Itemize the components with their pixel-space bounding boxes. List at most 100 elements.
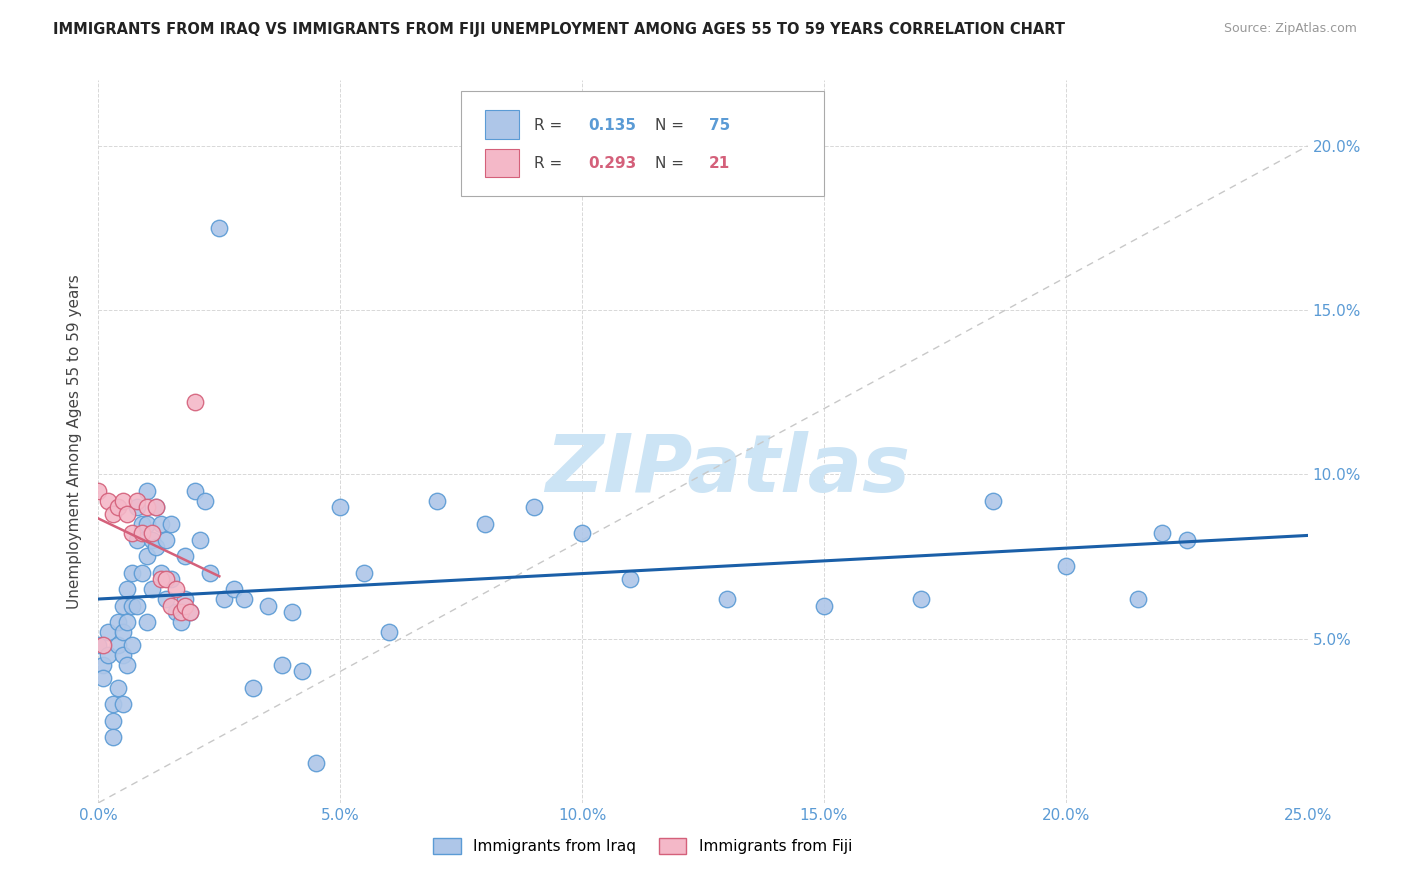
Point [145,500,167,515]
Point [353,566,375,580]
Point [194,493,217,508]
Point [208,221,231,235]
Point [121,599,143,613]
Point [87,638,110,652]
Point [101,714,124,728]
Point [135,615,157,630]
Point [165,605,187,619]
Point [155,573,177,587]
Point [101,698,124,712]
Point [97,493,120,508]
Text: Source: ZipAtlas.com: Source: ZipAtlas.com [1223,22,1357,36]
Point [127,599,149,613]
Point [212,592,235,607]
Text: IMMIGRANTS FROM IRAQ VS IMMIGRANTS FROM FIJI UNEMPLOYMENT AMONG AGES 55 TO 59 YE: IMMIGRANTS FROM IRAQ VS IMMIGRANTS FROM … [53,22,1066,37]
Point [619,573,641,587]
Point [281,605,304,619]
Point [716,592,738,607]
Point [571,526,593,541]
Point [131,516,153,531]
Point [150,573,173,587]
Point [160,599,183,613]
FancyBboxPatch shape [461,91,824,196]
Point [111,599,134,613]
Point [169,605,191,619]
Point [91,657,114,672]
Point [160,573,183,587]
Point [174,549,197,564]
FancyBboxPatch shape [485,149,519,178]
Point [188,533,211,547]
Text: 75: 75 [709,119,730,133]
Point [131,566,153,580]
Point [523,500,546,515]
Point [141,533,163,547]
Point [107,500,129,515]
Point [127,533,149,547]
Point [232,592,254,607]
Point [97,648,120,662]
Point [242,681,264,695]
Point [117,507,139,521]
Point [145,540,167,554]
Point [107,638,129,652]
FancyBboxPatch shape [485,111,519,139]
Point [111,648,134,662]
Point [174,599,197,613]
Point [169,615,191,630]
Text: N =: N = [655,156,689,171]
Point [910,592,932,607]
Text: ZIPatlas: ZIPatlas [544,432,910,509]
Point [117,615,139,630]
Point [271,657,294,672]
Text: 0.135: 0.135 [588,119,636,133]
Point [290,665,312,679]
Point [1152,526,1174,541]
Point [131,526,153,541]
Point [135,483,157,498]
Point [155,592,177,607]
Point [1054,559,1077,574]
Point [111,493,134,508]
Point [101,507,124,521]
Point [145,500,167,515]
Point [111,698,134,712]
Point [107,681,129,695]
Point [256,599,278,613]
Point [111,625,134,640]
Point [165,582,187,597]
Text: 0.293: 0.293 [588,156,637,171]
Point [97,625,120,640]
Point [155,533,177,547]
Point [160,516,183,531]
Point [150,566,173,580]
Point [121,638,143,652]
Point [426,493,449,508]
Point [121,566,143,580]
Point [329,500,352,515]
Point [150,516,173,531]
Point [222,582,245,597]
Point [141,526,163,541]
Point [198,566,221,580]
Point [184,483,207,498]
Point [117,582,139,597]
Point [121,526,143,541]
Point [305,756,328,771]
Text: 21: 21 [709,156,730,171]
Y-axis label: Unemployment Among Ages 55 to 59 years: Unemployment Among Ages 55 to 59 years [67,274,83,609]
Point [91,671,114,685]
Point [377,625,399,640]
Point [174,592,197,607]
Point [141,582,163,597]
Legend: Immigrants from Iraq, Immigrants from Fiji: Immigrants from Iraq, Immigrants from Fi… [427,832,858,860]
Point [135,549,157,564]
Point [981,493,1004,508]
Text: R =: R = [534,156,567,171]
Point [135,500,157,515]
Point [87,483,110,498]
Text: R =: R = [534,119,567,133]
Point [127,493,149,508]
Text: N =: N = [655,119,689,133]
Point [101,730,124,744]
